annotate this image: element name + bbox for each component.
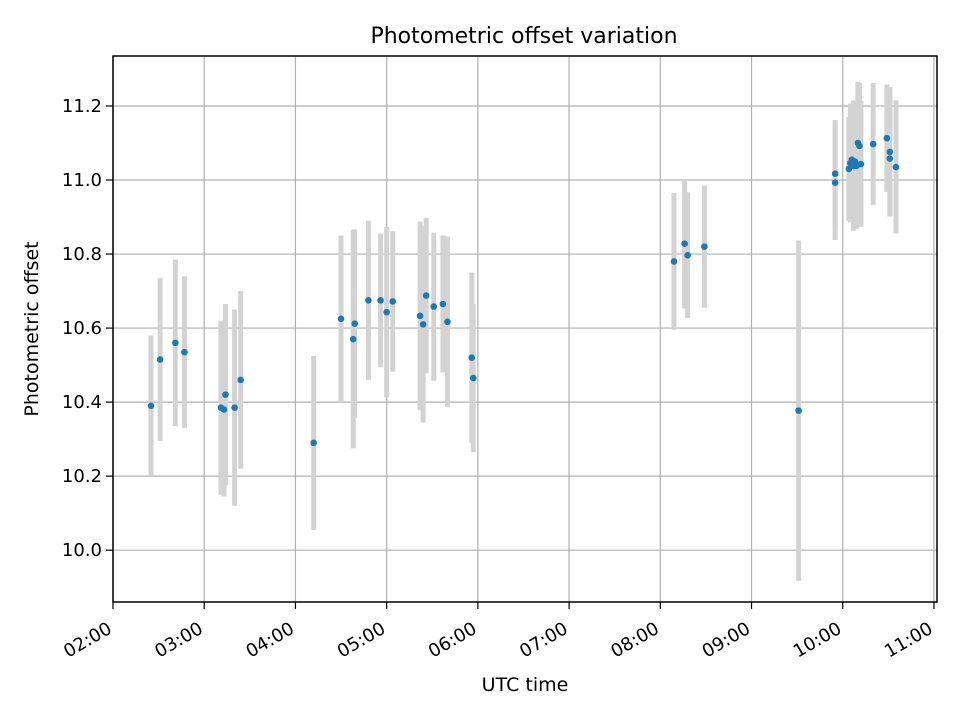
- data-point: [156, 356, 164, 363]
- y-tick-label: 10.2: [62, 466, 102, 487]
- data-point: [886, 155, 894, 162]
- data-point: [869, 140, 877, 148]
- y-tick-label: 10.0: [62, 540, 102, 561]
- data-point: [831, 170, 839, 178]
- data-point: [377, 297, 384, 304]
- y-tick-label: 11.0: [62, 170, 102, 191]
- data-point: [856, 142, 863, 150]
- plot-area-frame: [112, 55, 938, 603]
- data-point: [310, 439, 317, 447]
- data-points: [147, 134, 900, 447]
- data-point: [383, 308, 390, 316]
- data-point: [419, 321, 427, 328]
- data-point: [883, 134, 891, 142]
- y-axis-label: Photometric offset: [21, 241, 43, 416]
- y-tick-label: 11.2: [62, 96, 102, 117]
- y-tick-label: 10.6: [62, 318, 102, 339]
- data-point: [237, 376, 245, 384]
- data-point: [231, 404, 238, 411]
- data-point: [389, 298, 397, 305]
- data-point: [430, 303, 438, 310]
- data-point: [349, 335, 357, 343]
- y-tick-label: 10.8: [62, 244, 102, 265]
- data-point: [172, 339, 179, 347]
- data-point: [422, 292, 430, 299]
- data-point: [444, 318, 451, 326]
- data-point: [220, 406, 228, 413]
- data-point: [831, 179, 839, 186]
- data-point: [857, 160, 865, 168]
- x-axis-label: UTC time: [482, 674, 569, 696]
- data-point: [147, 402, 155, 410]
- data-point: [886, 148, 894, 156]
- y-tick-label: 10.4: [62, 392, 102, 413]
- data-point: [701, 243, 708, 250]
- data-point: [439, 300, 447, 308]
- data-point: [222, 391, 229, 399]
- y-axis-ticks: 10.0 10.2 10.4 10.6 10.8 11.0 11.2: [62, 96, 113, 561]
- chart-title: Photometric offset variation: [370, 24, 677, 49]
- data-point: [684, 251, 691, 259]
- data-point: [416, 312, 424, 320]
- data-point: [470, 374, 477, 382]
- data-point: [181, 348, 188, 356]
- data-point: [670, 258, 678, 265]
- data-point: [681, 240, 688, 247]
- data-point: [365, 297, 372, 304]
- data-point: [892, 163, 900, 171]
- data-point: [468, 354, 476, 361]
- data-point: [351, 320, 359, 327]
- data-point: [795, 407, 802, 414]
- data-point: [337, 315, 345, 323]
